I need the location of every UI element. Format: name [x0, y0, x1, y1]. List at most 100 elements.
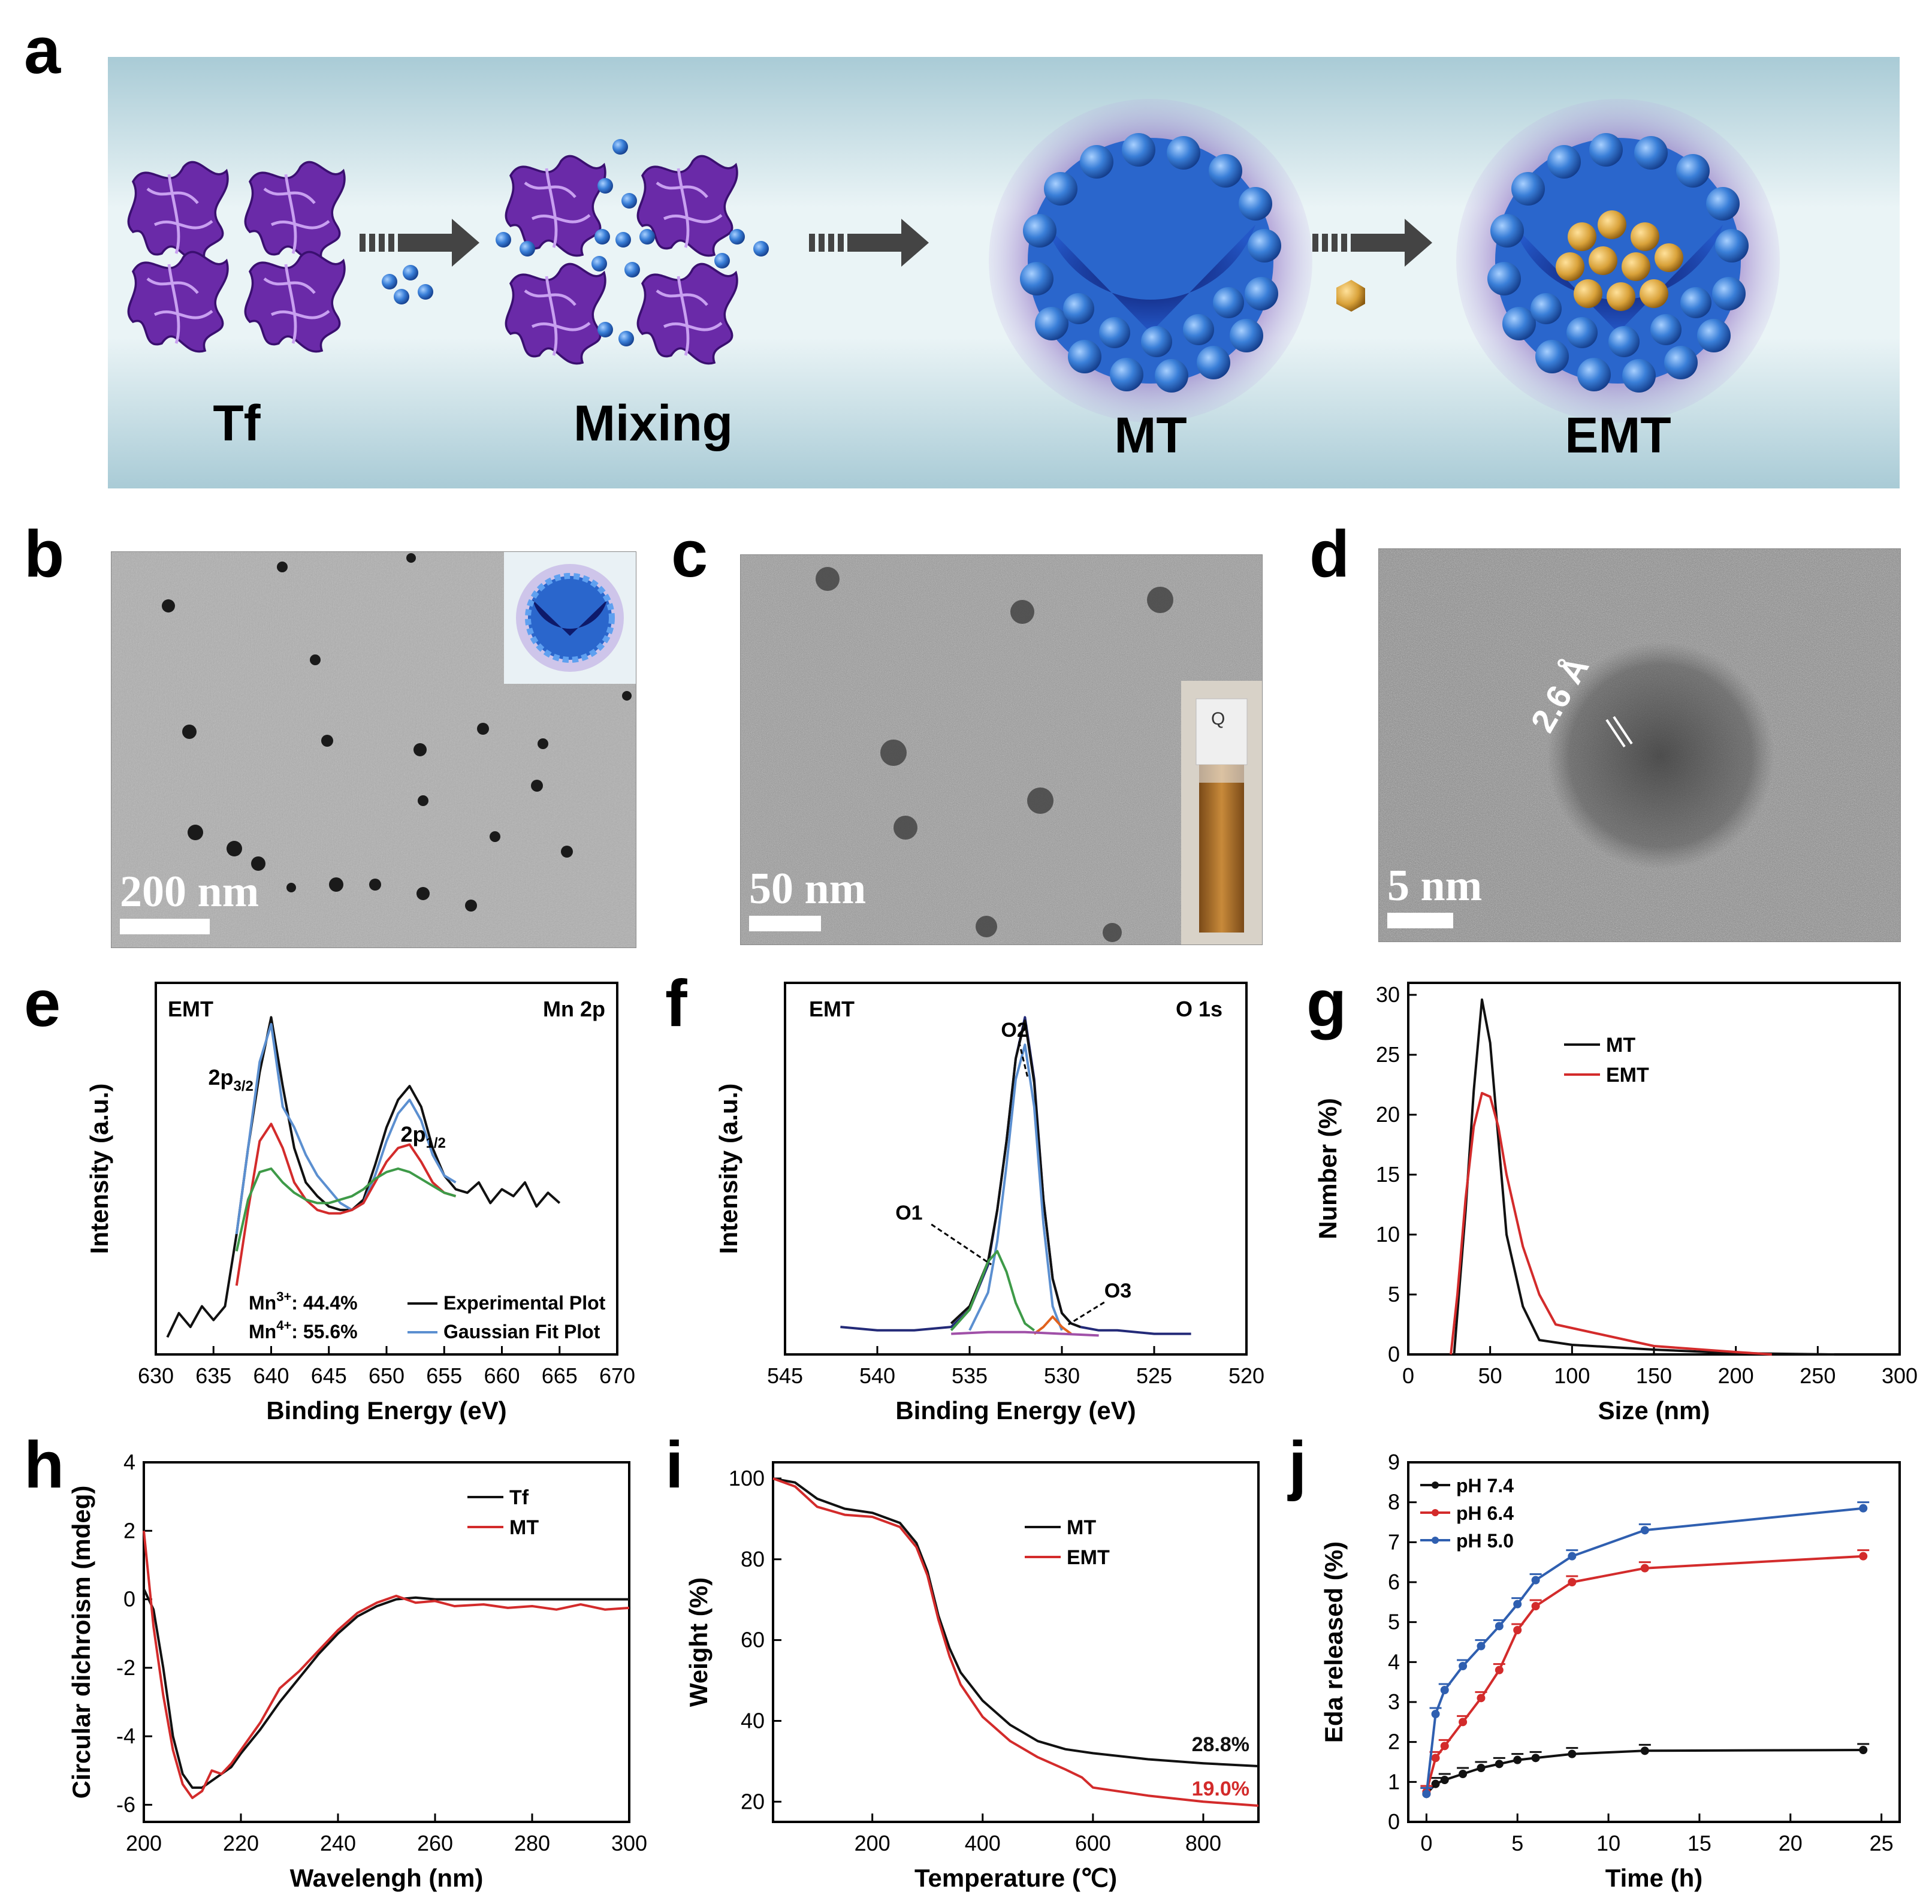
y-tick-label: 20 — [1376, 1102, 1400, 1127]
y-tick-label: -2 — [116, 1655, 135, 1680]
tem-image-c: Q 50 nm — [740, 554, 1263, 945]
peak-label-main: 2p — [209, 1065, 234, 1090]
sample-label: EMT — [809, 997, 855, 1021]
element-label: Mn 2p — [543, 997, 605, 1021]
data-point — [1477, 1694, 1486, 1703]
series-line-tf — [143, 1588, 629, 1789]
y-tick-label: 0 — [123, 1587, 135, 1612]
data-point — [1495, 1760, 1504, 1769]
data-point — [1859, 1552, 1868, 1561]
x-tick-label: 200 — [126, 1831, 162, 1855]
scale-bar — [120, 919, 210, 934]
x-tick-label: 100 — [1554, 1363, 1590, 1388]
ion-percent: : 55.6% — [291, 1321, 357, 1342]
x-tick-label: 15 — [1688, 1831, 1711, 1855]
legend-label: MT — [509, 1516, 539, 1539]
y-axis-label: Intensity (a.u.) — [85, 1084, 113, 1254]
series-line-o3 — [1033, 1315, 1072, 1335]
sample-vial-icon — [1181, 681, 1262, 945]
mt-nanoparticle — [989, 99, 1312, 423]
x-tick-label: 655 — [426, 1363, 462, 1388]
legend-marker — [1432, 1537, 1439, 1544]
y-tick-label: 7 — [1388, 1529, 1400, 1554]
tem-image-d: 2.6 Å 5 nm — [1378, 548, 1901, 942]
x-tick-label: 525 — [1136, 1363, 1172, 1388]
plot-frame — [772, 1461, 1260, 1823]
panel-label-b: b — [24, 517, 65, 591]
data-point — [1440, 1686, 1449, 1694]
ion-charge: 3+ — [276, 1289, 291, 1304]
plot-frame — [1407, 1461, 1901, 1823]
x-axis-label: Wavelengh (nm) — [290, 1864, 484, 1892]
chart-e-mn2p: 630 635 640 645 650 655 660 665 670 Binding Energ… — [85, 982, 635, 1425]
y-tick-label: 10 — [1376, 1222, 1400, 1247]
step-label-mt: MT — [1114, 407, 1187, 463]
panel-label-f: f — [665, 967, 687, 1040]
data-point — [1859, 1746, 1868, 1754]
chart-f-o1s: 545 540 535 530 525 520 Binding Energy (eV) Int… — [714, 982, 1264, 1425]
x-tick-label: 300 — [1882, 1363, 1918, 1388]
ion-percent: : 44.4% — [291, 1292, 357, 1314]
panel-label-e: e — [24, 967, 61, 1040]
series-line-o2 — [968, 1043, 1063, 1331]
x-tick-label: 530 — [1044, 1363, 1080, 1388]
legend-marker — [1432, 1481, 1439, 1489]
x-tick-label: 645 — [311, 1363, 347, 1388]
mn-ion-dots — [382, 265, 433, 304]
scale-bar-label: 200 nm — [120, 867, 259, 916]
element-label: O 1s — [1176, 997, 1222, 1021]
vial-tag: Q — [1211, 709, 1225, 729]
y-axis-label: Circular dichroism (mdeg) — [67, 1486, 95, 1799]
data-point — [1568, 1749, 1577, 1758]
series-line-mt — [143, 1531, 630, 1799]
data-point — [1459, 1770, 1468, 1778]
x-axis-label: Binding Energy (eV) — [266, 1396, 506, 1425]
panel-label-h: h — [24, 1428, 65, 1502]
series-line-experimental-plot — [166, 1016, 561, 1338]
data-point — [1513, 1600, 1522, 1609]
data-point — [1513, 1626, 1522, 1634]
valence-annotation: Mn4+: 55.6% — [249, 1318, 358, 1342]
residual-emt-label: 19.0% — [1192, 1778, 1249, 1800]
data-point — [1531, 1602, 1540, 1610]
data-point — [1640, 1526, 1649, 1535]
panel-label-d: d — [1309, 517, 1350, 591]
y-tick-label: 3 — [1388, 1689, 1400, 1714]
panel-label-g: g — [1306, 967, 1347, 1040]
x-tick-label: 50 — [1478, 1363, 1502, 1388]
ion-symbol: Mn — [249, 1321, 276, 1342]
data-point — [1568, 1552, 1577, 1561]
data-point — [1440, 1742, 1449, 1751]
series-line-mt — [1453, 998, 1834, 1356]
y-tick-label: 15 — [1376, 1162, 1400, 1187]
x-tick-label: 600 — [1075, 1831, 1111, 1855]
plot-frame — [143, 1461, 630, 1823]
data-point — [1440, 1776, 1449, 1784]
residual-mt-label: 28.8% — [1192, 1733, 1249, 1756]
peak-label-sub: 3/2 — [234, 1078, 253, 1094]
series-line-ph-6-4 — [1425, 1555, 1864, 1793]
data-point — [1459, 1662, 1468, 1670]
legend-label: pH 6.4 — [1456, 1502, 1514, 1524]
legend-label: MT — [1606, 1034, 1635, 1057]
x-axis-label: Temperature (℃) — [914, 1864, 1117, 1892]
mixing-cluster — [496, 139, 769, 364]
x-tick-label: 520 — [1228, 1363, 1264, 1388]
panel-label-a: a — [24, 14, 61, 87]
series-line-mt — [772, 1477, 1259, 1767]
x-tick-label: 660 — [484, 1363, 520, 1388]
nanoparticle-dots — [816, 567, 1173, 942]
x-tick-label: 545 — [767, 1363, 803, 1388]
legend-label: Gaussian Fit Plot — [443, 1321, 600, 1342]
x-tick-label: 5 — [1511, 1831, 1523, 1855]
x-tick-label: 0 — [1420, 1831, 1432, 1855]
x-tick-label: 635 — [195, 1363, 231, 1388]
y-tick-label: 5 — [1388, 1282, 1400, 1306]
y-tick-label: 9 — [1388, 1450, 1400, 1474]
series-line-mn4-component — [235, 1167, 457, 1252]
y-tick-label: 2 — [123, 1518, 135, 1543]
arrow-icon — [1312, 219, 1432, 267]
y-axis-label: Number (%) — [1314, 1098, 1342, 1239]
y-tick-label: 2 — [1388, 1730, 1400, 1754]
data-point — [1477, 1764, 1486, 1772]
